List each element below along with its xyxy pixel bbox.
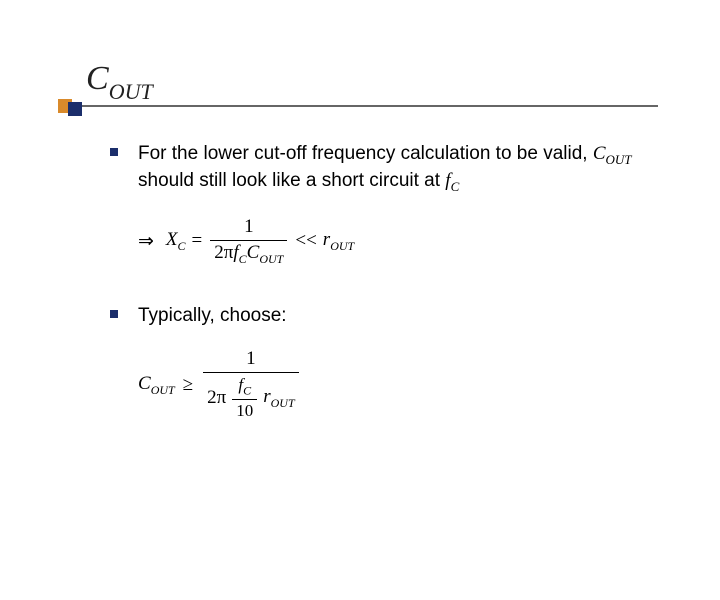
b1-sym1sub: OUT <box>606 152 632 167</box>
b1-sym1: C <box>593 143 606 164</box>
f2-outer-den: 2π fC 10 rOUT <box>203 373 299 423</box>
f2-2pi: 2π <box>207 387 226 410</box>
b1-sym2sub: C <box>451 179 460 194</box>
f2-rel: ≥ <box>183 374 193 396</box>
f1-lhs-var: X <box>166 229 178 250</box>
f2-inner-num: fC <box>234 374 255 399</box>
slide-title: COUT <box>58 60 658 105</box>
accent-navy-square <box>68 102 82 116</box>
f1-2pi: 2π <box>214 242 233 263</box>
f2-lhs: COUT <box>138 373 175 398</box>
title-main: C <box>86 60 109 97</box>
f1-rhs-sub: OUT <box>330 239 354 253</box>
title-sub: OUT <box>109 79 153 104</box>
b1-pre: For the lower cut-off frequency calculat… <box>138 143 593 164</box>
f1-rel: << <box>295 230 316 252</box>
b1-fc: fC <box>445 170 459 191</box>
formula-1: ⇒ XC = 1 2πfCCOUT << rOUT <box>138 215 670 267</box>
bullet-1-text: For the lower cut-off frequency calculat… <box>138 141 670 196</box>
f2-lhs-sub: OUT <box>151 382 175 396</box>
bullet-2: Typically, choose: <box>110 303 670 329</box>
f1-eq: = <box>192 230 203 252</box>
bullet-2-text: Typically, choose: <box>138 303 287 329</box>
f1-den: 2πfCCOUT <box>210 241 287 267</box>
f1-C: C <box>247 242 260 263</box>
f1-rhs: rOUT <box>323 229 354 254</box>
f2-inner-fraction: fC 10 <box>232 374 257 422</box>
implies-arrow: ⇒ <box>138 230 154 253</box>
slide-header: COUT <box>58 60 658 107</box>
f1-Csub: OUT <box>259 252 283 266</box>
f1-num: 1 <box>240 215 258 240</box>
f2-inner-fsub: C <box>243 383 251 397</box>
f2-lhs-var: C <box>138 373 151 394</box>
f2-outer-fraction: 1 2π fC 10 rOUT <box>203 347 299 423</box>
f1-fraction: 1 2πfCCOUT <box>210 215 287 267</box>
f2-rhs-var: r <box>263 386 270 407</box>
f1-lhs: XC <box>166 229 186 254</box>
slide-body: For the lower cut-off frequency calculat… <box>110 141 670 423</box>
bullet-1: For the lower cut-off frequency calculat… <box>110 141 670 196</box>
f2-outer-num: 1 <box>242 347 260 372</box>
bullet-marker-icon <box>110 148 118 156</box>
title-rule <box>58 105 658 107</box>
b1-mid: should still look like a short circuit a… <box>138 170 445 191</box>
f2-rhs-sub: OUT <box>271 396 295 410</box>
b1-cout: COUT <box>593 143 632 164</box>
formula-2: COUT ≥ 1 2π fC 10 rOUT <box>138 347 670 423</box>
bullet-marker-icon <box>110 310 118 318</box>
f2-inner-den: 10 <box>232 400 257 422</box>
f1-fsub: C <box>239 252 247 266</box>
f1-lhs-sub: C <box>178 239 186 253</box>
accent-decoration <box>58 99 82 114</box>
f2-rout: rOUT <box>263 386 294 410</box>
